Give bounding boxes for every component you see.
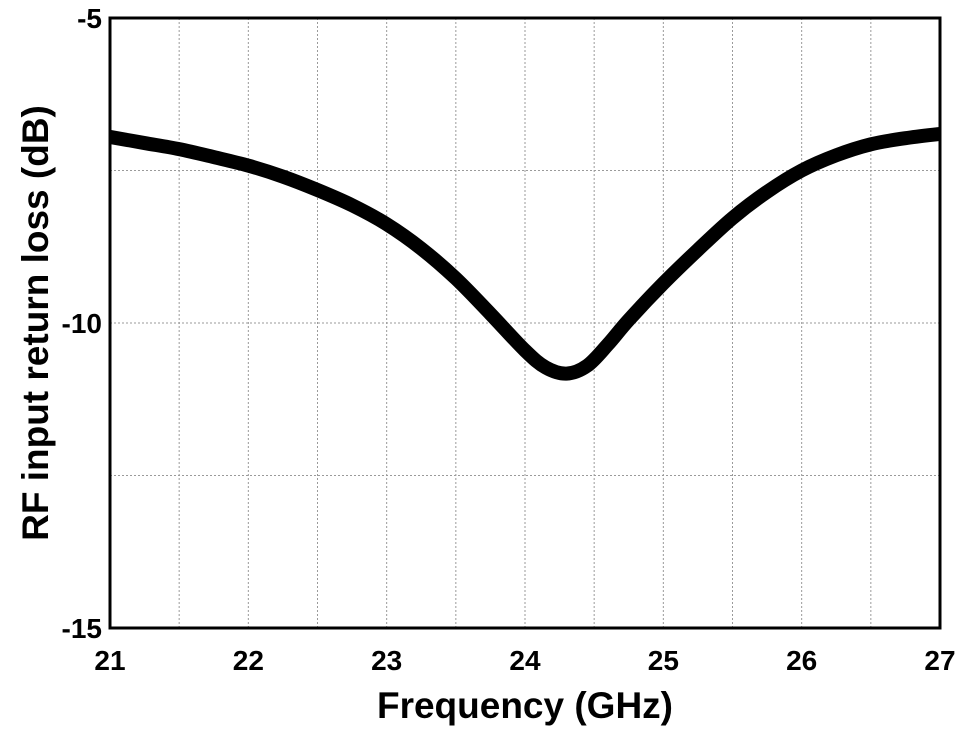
series-line-0 — [108, 126, 941, 381]
x-tick-label: 24 — [509, 645, 541, 676]
y-tick-label: -10 — [62, 308, 102, 339]
series-layer — [108, 126, 941, 381]
x-tick-label: 27 — [924, 645, 955, 676]
plot-frame — [108, 16, 942, 630]
x-tick-label: 25 — [648, 645, 679, 676]
x-tick-label: 21 — [94, 645, 125, 676]
x-tick-label: 22 — [233, 645, 264, 676]
x-axis-title: Frequency (GHz) — [377, 685, 673, 726]
tick-labels: 21 22 23 24 25 26 27 -15 -10 -5 — [62, 3, 956, 676]
y-tick-label: -5 — [77, 3, 102, 34]
x-tick-label: 26 — [786, 645, 817, 676]
y-axis-title: RF input return loss (dB) — [15, 105, 56, 541]
x-tick-label: 23 — [371, 645, 402, 676]
y-tick-label: -15 — [62, 613, 102, 644]
grid — [110, 18, 940, 628]
